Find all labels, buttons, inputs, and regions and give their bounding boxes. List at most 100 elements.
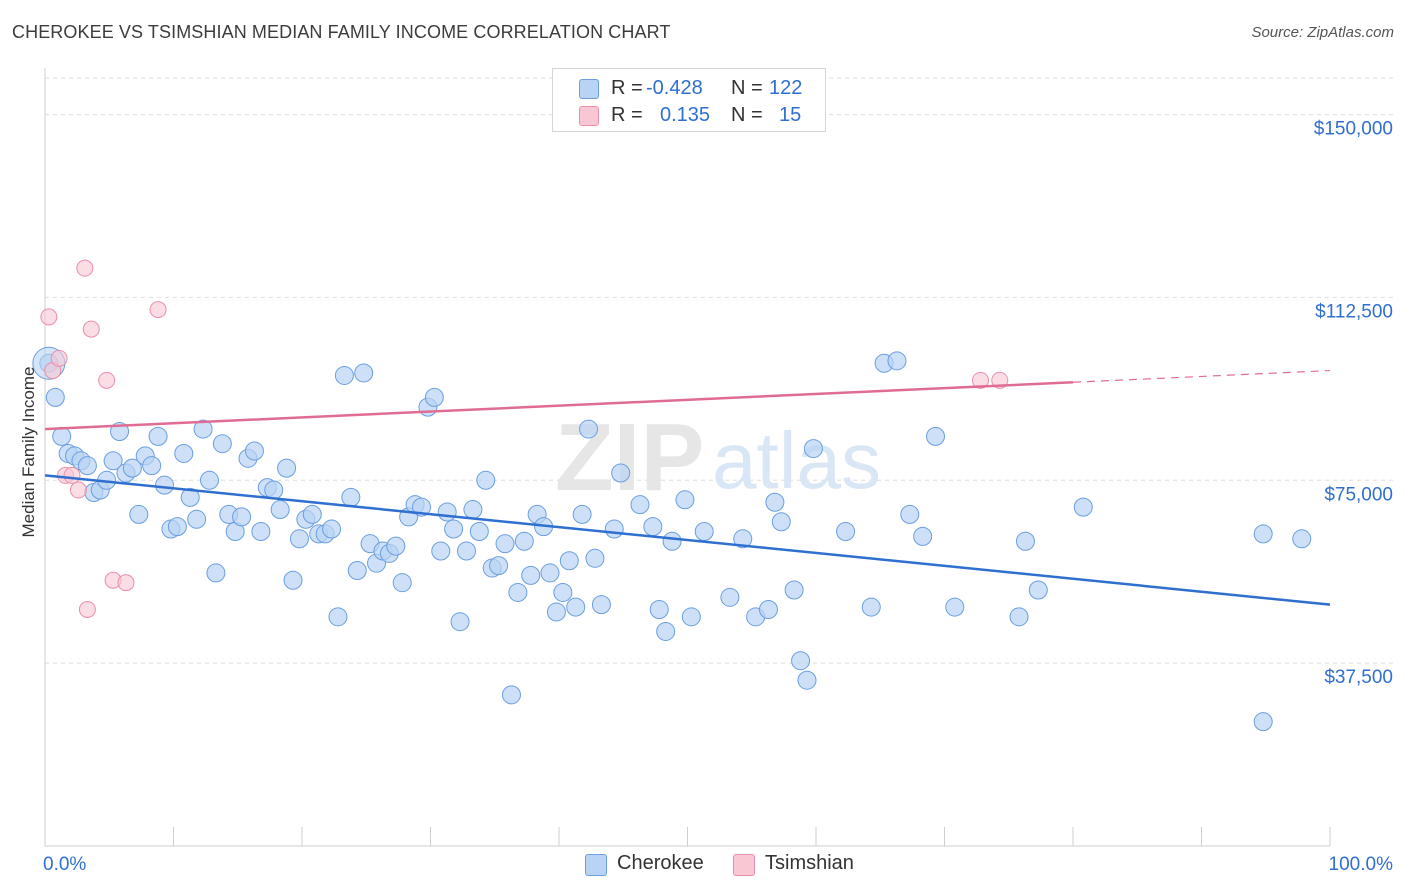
grid-layer xyxy=(45,77,1395,664)
cherokee-point xyxy=(122,458,142,478)
cherokee-point xyxy=(341,487,361,507)
cherokee-point xyxy=(1253,524,1273,544)
cherokee-point xyxy=(784,580,804,600)
watermark-atlas: atlas xyxy=(712,416,881,505)
tsimshian-label: Tsimshian xyxy=(765,852,854,874)
cherokee-point xyxy=(681,607,701,627)
cherokee-point xyxy=(765,492,785,512)
cherokee-trend-line xyxy=(44,474,1331,606)
cherokee-point xyxy=(334,365,354,385)
cherokee-point xyxy=(1009,607,1029,627)
cherokee-point xyxy=(270,500,290,520)
cherokee-point xyxy=(514,531,534,551)
cherokee-point xyxy=(675,490,695,510)
cherokee-point xyxy=(193,419,213,439)
cherokee-point xyxy=(444,519,464,539)
cherokee-point xyxy=(354,363,374,383)
cherokee-point xyxy=(797,670,817,690)
cherokee-point xyxy=(643,517,663,537)
cherokee-point xyxy=(656,621,676,641)
legend: R = -0.428 N = 122 R = 0.135 N = 15 xyxy=(552,68,826,132)
cherokee-point xyxy=(463,500,483,520)
cherokee-point xyxy=(900,504,920,524)
y-tick-label: $75,000 xyxy=(1324,484,1393,505)
legend-n-value: 15 xyxy=(779,104,802,126)
cherokee-point xyxy=(861,597,881,617)
tsimshian-swatch xyxy=(733,854,755,876)
cherokee-point xyxy=(546,602,566,622)
cherokee-point xyxy=(289,529,309,549)
cherokee-point xyxy=(803,439,823,459)
cherokee-point xyxy=(649,600,669,620)
cherokee-point xyxy=(836,521,856,541)
legend-r-label: R = xyxy=(611,77,643,99)
cherokee-point xyxy=(501,685,521,705)
cherokee-point xyxy=(431,541,451,561)
cherokee-point xyxy=(232,507,252,527)
cherokee-point xyxy=(945,597,965,617)
watermark: ZIP atlas xyxy=(555,404,881,511)
cherokee-point xyxy=(540,563,560,583)
cherokee-point xyxy=(1073,497,1093,517)
cherokee-point xyxy=(456,541,476,561)
cherokee-point xyxy=(1028,580,1048,600)
legend-n-label: N = xyxy=(731,104,763,126)
cherokee-point xyxy=(559,551,579,571)
cherokee-point xyxy=(604,519,624,539)
cherokee-point xyxy=(585,548,605,568)
cherokee-point xyxy=(791,651,811,671)
legend-r-label: R = xyxy=(611,104,643,126)
cherokee-point xyxy=(553,582,573,602)
cherokee-point xyxy=(591,595,611,615)
cherokee-point xyxy=(611,463,631,483)
cherokee-point xyxy=(283,570,303,590)
axis-layer xyxy=(44,68,1331,847)
cherokee-point xyxy=(52,426,72,446)
cherokee-point xyxy=(142,456,162,476)
legend-swatch-tsimshian xyxy=(579,106,599,126)
cherokee-point xyxy=(771,512,791,532)
tsimshian-point xyxy=(76,259,94,277)
cherokee-point xyxy=(694,521,714,541)
tsimshian-point xyxy=(98,371,116,389)
legend-n-label: N = xyxy=(731,77,763,99)
label-layer: $37,500 $75,000 $112,500 $150,000 0.0% 100.0%… xyxy=(19,119,1393,875)
tsimshian-point xyxy=(149,301,167,319)
cherokee-point xyxy=(926,426,946,446)
legend-r-value: 0.135 xyxy=(660,104,711,126)
cherokee-point xyxy=(167,517,187,537)
cherokee-point xyxy=(199,470,219,490)
cherokee-point xyxy=(733,529,753,549)
cherokee-point xyxy=(45,387,65,407)
legend-swatch-cherokee xyxy=(579,79,599,99)
cherokee-point xyxy=(187,509,207,529)
tsimshian-point xyxy=(971,371,989,389)
cherokee-point xyxy=(720,587,740,607)
tsimshian-trend-extension xyxy=(1072,369,1331,383)
tsimshian-point xyxy=(82,320,100,338)
y-tick-label: $112,500 xyxy=(1315,301,1393,322)
cherokee-point xyxy=(450,612,470,632)
cherokee-point xyxy=(212,434,232,454)
cherokee-point xyxy=(476,470,496,490)
tsimshian-point xyxy=(63,466,81,484)
cherokee-point xyxy=(913,526,933,546)
tsimshian-point xyxy=(117,574,135,592)
cherokee-point xyxy=(521,565,541,585)
cherokee-point xyxy=(1292,529,1312,549)
cherokee-point xyxy=(508,582,528,602)
cherokee-point xyxy=(244,441,264,461)
tsimshian-point xyxy=(50,349,68,367)
cherokee-point xyxy=(155,475,175,495)
legend-row-tsimshian: R = 0.135 N = 15 xyxy=(553,102,825,128)
cherokee-point xyxy=(129,504,149,524)
cherokee-point xyxy=(572,504,592,524)
cherokee-point xyxy=(322,519,342,539)
cherokee-point xyxy=(489,556,509,576)
cherokee-point xyxy=(758,600,778,620)
legend-n-value: 122 xyxy=(769,77,803,99)
cherokee-point xyxy=(392,573,412,593)
y-tick-label: $37,500 xyxy=(1324,667,1393,688)
cherokee-point xyxy=(77,456,97,476)
cherokee-point xyxy=(386,536,406,556)
